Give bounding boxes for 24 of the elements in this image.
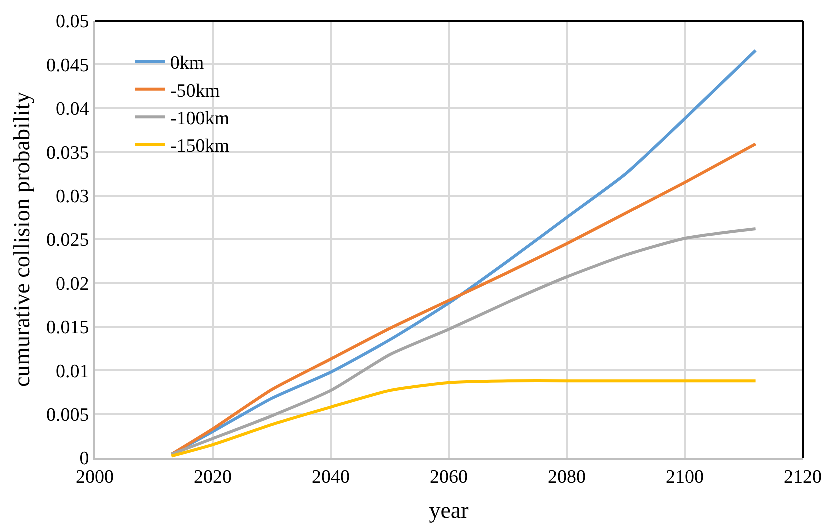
- x-tick-label: 2040: [312, 466, 350, 488]
- legend-label: -150km: [170, 136, 230, 158]
- x-tick-label: 2120: [784, 466, 822, 488]
- legend-label: -100km: [170, 108, 230, 130]
- y-tick-label: 0.025: [46, 230, 90, 252]
- y-tick-label: 0.04: [56, 99, 90, 120]
- line-series: [170, 228, 758, 456]
- y-tick-label: 0.02: [56, 274, 90, 295]
- x-tick-label: 2020: [194, 466, 232, 488]
- y-tick-label: 0.05: [56, 12, 90, 33]
- y-tick-label: 0.015: [46, 318, 90, 339]
- x-tick-label: 2080: [548, 466, 586, 488]
- x-axis-title: year: [429, 498, 470, 523]
- line-series: [170, 380, 758, 458]
- y-tick-label: 0.03: [56, 186, 90, 208]
- y-tick-label: 0.035: [46, 142, 90, 164]
- x-tick-label: 2100: [666, 466, 704, 488]
- y-tick-label: 0.01: [56, 361, 90, 382]
- y-tick-label: 0.005: [46, 404, 90, 426]
- legend-label: 0km: [170, 53, 204, 74]
- legend-label: -50km: [170, 80, 220, 102]
- x-tick-label: 2060: [430, 466, 468, 488]
- y-axis-title: cumurative collision probability: [9, 91, 34, 388]
- y-tick-label: 0.045: [46, 55, 90, 76]
